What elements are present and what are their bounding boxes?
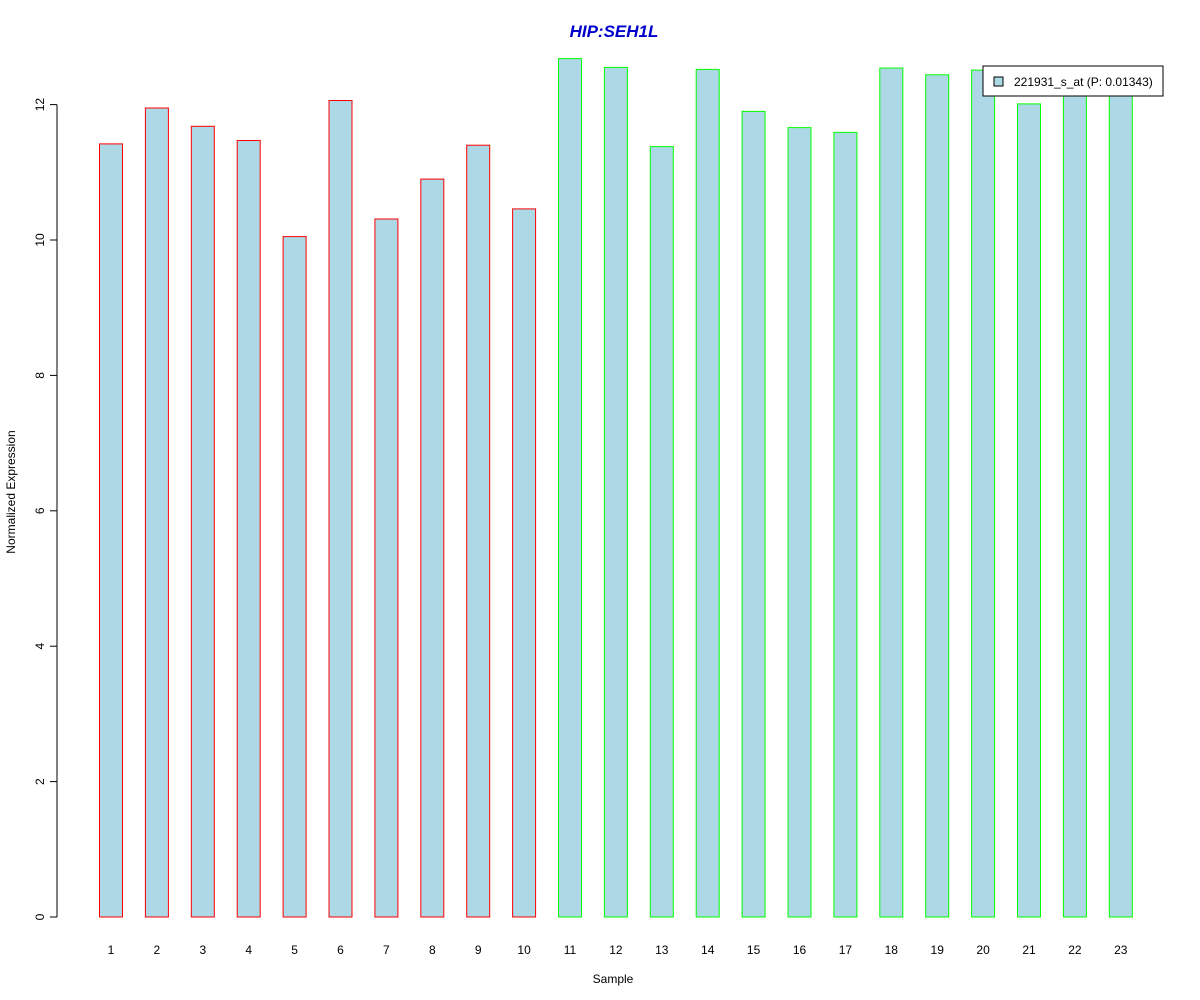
bar-sample-6 xyxy=(328,100,353,918)
x-tick-label: 23 xyxy=(1114,943,1128,957)
bar-sample-8 xyxy=(420,178,445,918)
x-tick-labels: 1 2 3 4 5 6 7 8 9 10 11 12 13 14 15 16 17 18 19 20 21 22 23 xyxy=(108,943,1128,957)
x-tick-label: 20 xyxy=(976,943,990,957)
bar-sample-5 xyxy=(282,236,307,918)
x-tick-label: 14 xyxy=(701,943,715,957)
x-tick-label: 12 xyxy=(609,943,623,957)
x-tick-label: 13 xyxy=(655,943,669,957)
x-tick-label: 21 xyxy=(1022,943,1036,957)
bar-sample-4 xyxy=(236,140,261,918)
x-tick-label: 11 xyxy=(564,943,577,957)
y-tick-label: 2 xyxy=(33,778,47,785)
y-tick-label: 10 xyxy=(33,233,47,247)
bar-sample-14 xyxy=(695,68,720,918)
bar-sample-7 xyxy=(374,218,399,918)
bar-sample-18 xyxy=(879,67,904,918)
legend: 221931_s_at (P: 0.01343) xyxy=(982,65,1164,97)
bars xyxy=(99,58,1133,918)
x-tick-label: 5 xyxy=(291,943,298,957)
bar-sample-20 xyxy=(971,69,996,918)
bar-sample-11 xyxy=(558,58,582,918)
bar-sample-22 xyxy=(1062,90,1087,918)
legend-label: 221931_s_at (P: 0.01343) xyxy=(1014,75,1153,89)
y-tick-label: 6 xyxy=(33,507,47,514)
bar-sample-13 xyxy=(649,146,674,918)
bar-sample-21 xyxy=(1017,103,1041,918)
bar-sample-2 xyxy=(144,107,169,918)
bar-sample-12 xyxy=(603,66,628,918)
bar-sample-16 xyxy=(787,127,812,918)
x-tick-label: 6 xyxy=(337,943,344,957)
y-tick-label: 8 xyxy=(33,372,47,379)
y-tick-label: 12 xyxy=(33,98,47,112)
bar-sample-1 xyxy=(99,143,123,918)
x-tick-label: 19 xyxy=(931,943,945,957)
x-tick-label: 10 xyxy=(517,943,531,957)
x-tick-label: 8 xyxy=(429,943,436,957)
bar-sample-15 xyxy=(741,110,766,918)
x-tick-label: 7 xyxy=(383,943,390,957)
x-tick-label: 4 xyxy=(245,943,252,957)
bar-sample-10 xyxy=(512,208,537,918)
x-tick-label: 17 xyxy=(839,943,853,957)
bar-sample-9 xyxy=(466,144,491,918)
bar-sample-19 xyxy=(925,74,950,918)
legend-swatch xyxy=(993,76,1004,87)
bar-sample-17 xyxy=(833,131,858,918)
y-tick-label: 0 xyxy=(33,913,47,920)
x-tick-label: 22 xyxy=(1068,943,1082,957)
y-axis-label: Normalized Expression xyxy=(4,430,18,553)
legend-box xyxy=(982,65,1164,97)
x-tick-label: 9 xyxy=(475,943,482,957)
x-tick-label: 3 xyxy=(199,943,206,957)
chart-title: HIP:SEH1L xyxy=(570,22,659,41)
x-tick-label: 15 xyxy=(747,943,761,957)
x-tick-label: 2 xyxy=(154,943,161,957)
y-axis: 0 2 4 6 8 10 12 xyxy=(33,98,58,920)
x-tick-label: 16 xyxy=(793,943,807,957)
bar-sample-3 xyxy=(190,125,215,918)
bar-sample-23 xyxy=(1108,90,1133,918)
x-tick-label: 1 xyxy=(108,943,115,957)
y-tick-label: 4 xyxy=(33,643,47,650)
x-tick-label: 18 xyxy=(885,943,899,957)
x-axis-label: Sample xyxy=(593,972,634,986)
